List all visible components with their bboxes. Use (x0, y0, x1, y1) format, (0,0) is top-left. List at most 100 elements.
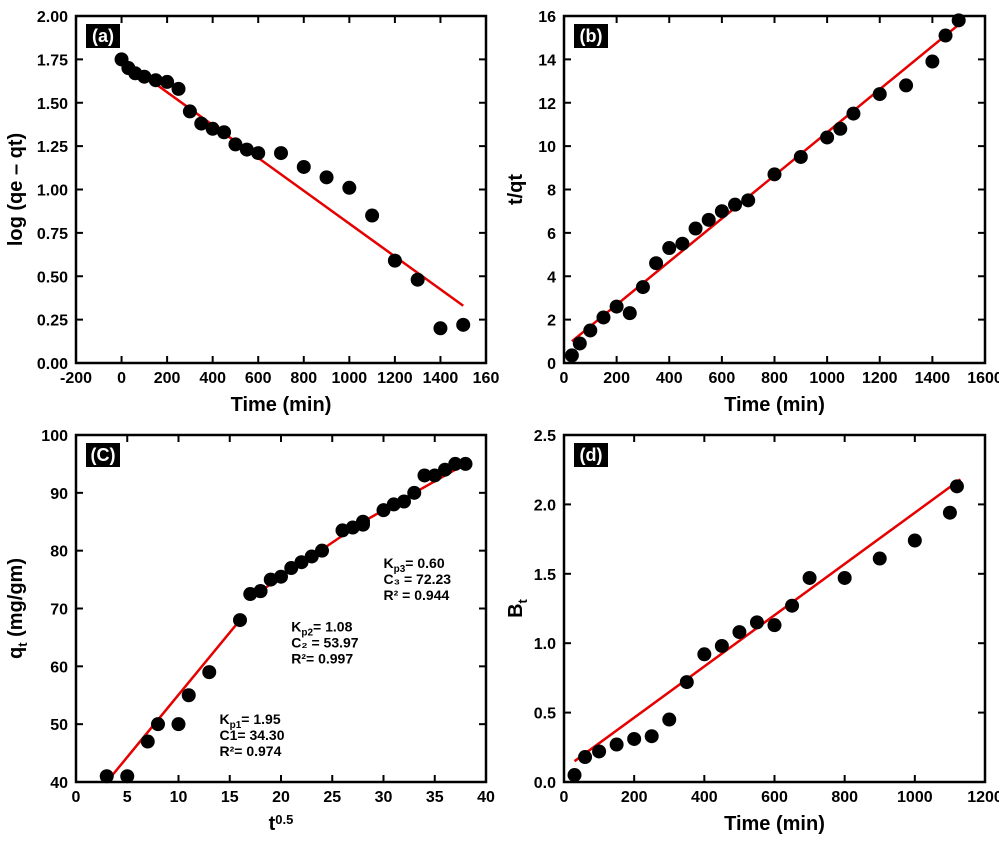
ytick-label: 50 (50, 717, 68, 734)
panel-d: 0200400600800100012000.00.51.01.52.02.5T… (504, 423, 999, 838)
data-marker (141, 735, 155, 749)
x-axis-title: t0.5 (269, 812, 294, 835)
panel-label-text: (C) (91, 445, 116, 465)
data-marker (320, 170, 334, 184)
panel-label-text: (b) (580, 26, 603, 46)
annotation-text: R²= 0.997 (291, 651, 353, 667)
data-marker (202, 665, 216, 679)
xtick-label: 160 (473, 370, 500, 387)
ytick-label: 2.00 (37, 9, 68, 26)
data-marker (702, 213, 716, 227)
data-marker (610, 738, 624, 752)
ytick-label: 1.00 (37, 183, 68, 200)
fit-line (122, 59, 464, 305)
xtick-label: 35 (426, 789, 444, 806)
data-marker (578, 750, 592, 764)
data-marker (217, 125, 231, 139)
xtick-label: 1000 (897, 789, 933, 806)
data-marker (846, 107, 860, 121)
ytick-label: 0.0 (534, 775, 556, 792)
ytick-label: 0.75 (37, 226, 68, 243)
ytick-label: 14 (538, 52, 556, 69)
data-marker (100, 769, 114, 783)
data-marker (732, 625, 746, 639)
annotation-text: C₂ = 53.97 (291, 635, 359, 651)
panel-c: 0510152025303540405060708090100t0.5qt (m… (4, 423, 500, 838)
data-marker (573, 336, 587, 350)
fit-line (572, 25, 959, 342)
plot-frame (564, 435, 985, 782)
data-marker (627, 732, 641, 746)
data-marker (873, 552, 887, 566)
xtick-label: 40 (477, 789, 495, 806)
xtick-label: 30 (375, 789, 393, 806)
xtick-label: 800 (761, 370, 788, 387)
data-marker (939, 29, 953, 43)
panel-a: -20002004006008001000120014001600.000.25… (4, 4, 500, 419)
data-marker (233, 613, 247, 627)
data-marker (356, 515, 370, 529)
data-marker (689, 222, 703, 236)
data-marker (610, 300, 624, 314)
x-axis-title: Time (min) (724, 394, 825, 416)
data-marker (833, 122, 847, 136)
xtick-label: 0 (72, 789, 81, 806)
xtick-label: 600 (709, 370, 736, 387)
ytick-label: 4 (547, 269, 556, 286)
data-marker (950, 479, 964, 493)
ytick-label: 2 (547, 313, 556, 330)
ytick-label: 100 (41, 428, 68, 445)
ytick-label: 40 (50, 775, 68, 792)
xtick-label: 10 (170, 789, 188, 806)
ytick-label: 0.5 (534, 706, 556, 723)
xtick-label: 1400 (423, 370, 459, 387)
data-marker (662, 241, 676, 255)
annotation-text: C1= 34.30 (220, 727, 285, 743)
annotation-text: R² = 0.944 (384, 587, 450, 603)
data-marker (645, 729, 659, 743)
data-marker (820, 130, 834, 144)
data-marker (785, 599, 799, 613)
xtick-label: 1600 (967, 370, 999, 387)
xtick-label: 1400 (915, 370, 951, 387)
xtick-label: 0 (560, 789, 569, 806)
y-axis-title: Bt (505, 598, 530, 617)
data-marker (750, 615, 764, 629)
data-marker (172, 717, 186, 731)
xtick-label: 0 (560, 370, 569, 387)
xtick-label: 600 (245, 370, 272, 387)
xtick-label: 200 (603, 370, 630, 387)
data-marker (715, 204, 729, 218)
data-marker (952, 13, 966, 27)
ytick-label: 10 (538, 139, 556, 156)
data-marker (120, 769, 134, 783)
data-marker (274, 146, 288, 160)
xtick-label: 600 (761, 789, 788, 806)
xtick-label: 5 (123, 789, 132, 806)
xtick-label: 200 (621, 789, 648, 806)
xtick-label: 15 (221, 789, 239, 806)
ytick-label: 1.0 (534, 636, 556, 653)
xtick-label: 1000 (332, 370, 368, 387)
data-marker (315, 544, 329, 558)
ytick-label: 2.5 (534, 428, 556, 445)
ytick-label: 1.25 (37, 139, 68, 156)
data-marker (838, 571, 852, 585)
data-marker (583, 323, 597, 337)
ytick-label: 80 (50, 544, 68, 561)
data-marker (172, 82, 186, 96)
data-marker (459, 457, 473, 471)
ytick-label: 0.25 (37, 313, 68, 330)
ytick-label: 12 (538, 96, 556, 113)
xtick-label: 400 (691, 789, 718, 806)
data-marker (251, 146, 265, 160)
annotation-text: R²= 0.974 (220, 743, 282, 759)
ytick-label: 8 (547, 183, 556, 200)
data-marker (768, 167, 782, 181)
xtick-label: 1000 (809, 370, 845, 387)
fit-line (575, 479, 961, 761)
data-marker (456, 318, 470, 332)
data-marker (183, 104, 197, 118)
data-marker (925, 55, 939, 69)
data-marker (151, 717, 165, 731)
